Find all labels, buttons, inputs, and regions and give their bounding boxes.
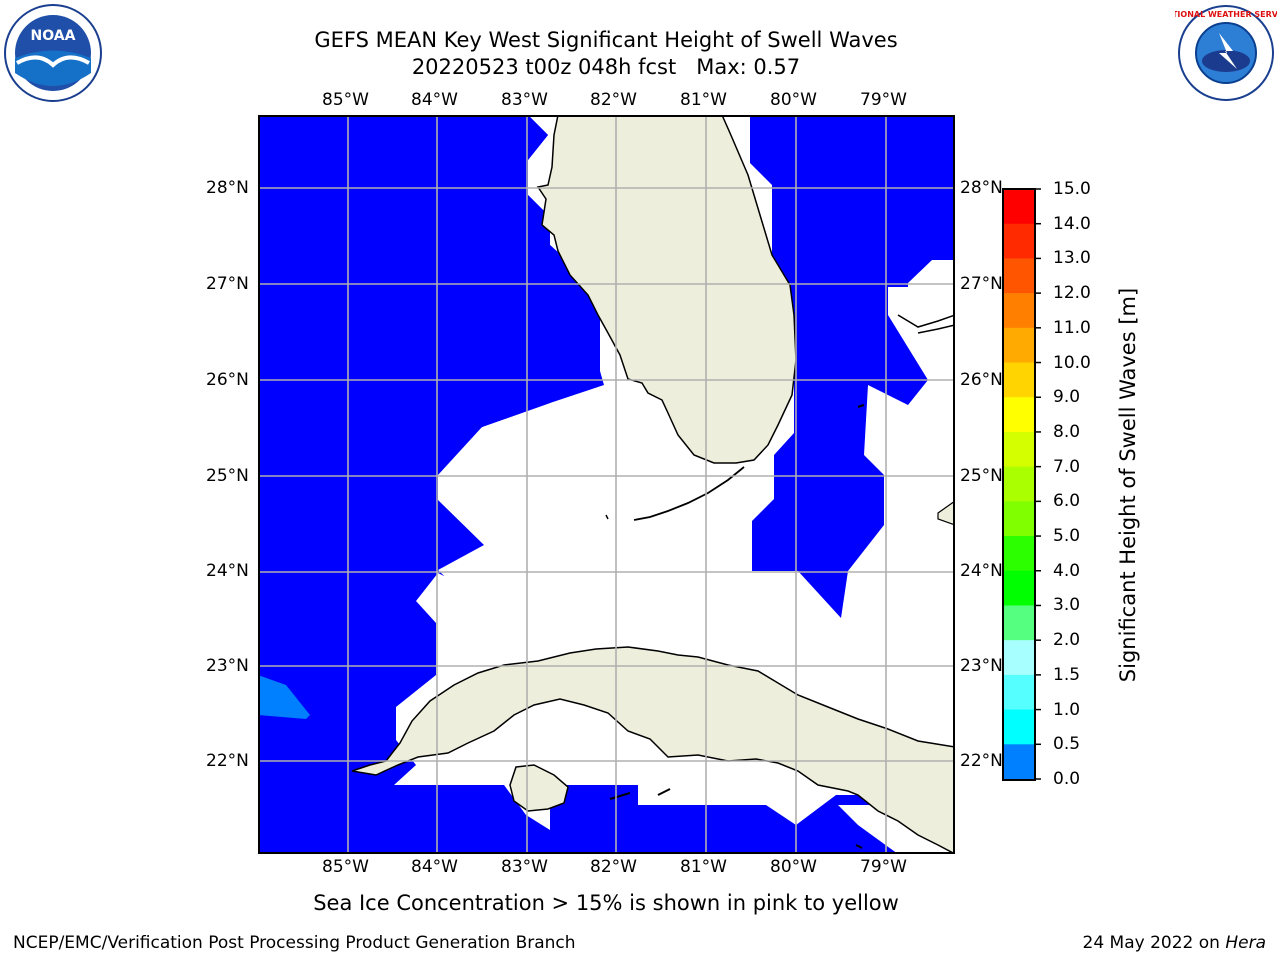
colorbar-segment (1003, 293, 1035, 329)
colorbar-tick-label: 0.5 (1053, 734, 1081, 755)
colorbar-tick-label: 14.0 (1053, 213, 1091, 234)
colorbar-segment (1003, 327, 1035, 364)
colorbar-segment (1003, 640, 1035, 676)
florida-landmass (536, 115, 797, 464)
lat-label: 22°N (206, 751, 249, 771)
colorbar-tick-label: 1.5 (1053, 664, 1081, 685)
colorbar (1002, 188, 1041, 781)
colorbar-tick-label: 12.0 (1053, 283, 1091, 304)
colorbar-tick-label: 3.0 (1053, 595, 1081, 616)
colorbar-segment (1003, 536, 1035, 572)
lat-label: 26°N (960, 370, 1003, 390)
lat-label: 24°N (960, 561, 1003, 581)
colorbar-tick-label: 9.0 (1053, 387, 1081, 408)
svg-text:NATIONAL WEATHER SERVICE: NATIONAL WEATHER SERVICE (1175, 10, 1277, 19)
lat-label: 28°N (206, 178, 249, 198)
colorbar-tick-label: 10.0 (1053, 352, 1091, 373)
colorbar-segment (1003, 431, 1035, 468)
sea-ice-note: Sea Ice Concentration > 15% is shown in … (313, 891, 899, 915)
lon-label: 79°W (860, 90, 907, 110)
swell-patch (258, 675, 310, 719)
colorbar-tick-label: 11.0 (1053, 317, 1091, 338)
colorbar-tick-label: 8.0 (1053, 421, 1081, 442)
lon-label: 81°W (680, 90, 727, 110)
colorbar-tick-label: 13.0 (1053, 248, 1091, 269)
lon-label: 82°W (590, 857, 637, 877)
colorbar-segment (1003, 258, 1035, 294)
lat-label: 22°N (960, 751, 1003, 771)
swell-height-map (258, 115, 955, 854)
colorbar-segment (1003, 605, 1035, 641)
colorbar-tick-label: 5.0 (1053, 526, 1081, 547)
credits-text: NCEP/EMC/Verification Post Processing Pr… (13, 933, 576, 953)
map-frame (258, 115, 955, 854)
lon-label: 83°W (501, 90, 548, 110)
noaa-logo: NOAA (4, 4, 102, 102)
lat-label: 26°N (206, 370, 249, 390)
colorbar-segment (1003, 397, 1035, 433)
colorbar-tick-label: 6.0 (1053, 491, 1081, 512)
colorbar-tick-label: 7.0 (1053, 456, 1081, 477)
lat-label: 23°N (206, 656, 249, 676)
nws-logo: NATIONAL WEATHER SERVICE (1175, 5, 1277, 101)
lon-label: 79°W (860, 857, 907, 877)
colorbar-tick-label: 4.0 (1053, 560, 1081, 581)
colorbar-segment (1003, 362, 1035, 398)
lon-label: 80°W (770, 90, 817, 110)
lon-label: 84°W (411, 857, 458, 877)
colorbar-tick-label: 0.0 (1053, 769, 1081, 789)
lon-label: 82°W (590, 90, 637, 110)
florida-keys (633, 466, 745, 521)
lon-label: 85°W (322, 857, 369, 877)
colorbar-segment (1003, 223, 1035, 259)
map-subtitle: 20220523 t00z 048h fcst Max: 0.57 (411, 55, 801, 79)
colorbar-tick-label: 2.0 (1053, 630, 1081, 651)
colorbar-segment (1003, 744, 1035, 780)
colorbar-tick-label: 1.0 (1053, 699, 1081, 720)
ocean-swell-east (750, 115, 955, 618)
lon-label: 81°W (680, 857, 727, 877)
lon-label: 84°W (411, 90, 458, 110)
lon-label: 83°W (501, 857, 548, 877)
isla-de-la-juventud (509, 764, 569, 812)
colorbar-tick-label: 15.0 (1053, 179, 1091, 199)
lon-label: 85°W (322, 90, 369, 110)
colorbar-segment (1003, 501, 1035, 537)
colorbar-title: Significant Height of Swell Waves [m] (1116, 287, 1140, 683)
colorbar-segment (1003, 674, 1035, 711)
map-gridlines (258, 115, 955, 854)
svg-text:NOAA: NOAA (31, 28, 76, 44)
lat-label: 25°N (960, 466, 1003, 486)
date-stamp: 24 May 2022 on Hera (1082, 933, 1267, 953)
lat-label: 23°N (960, 656, 1003, 676)
lat-label: 28°N (960, 178, 1003, 198)
map-title: GEFS MEAN Key West Significant Height of… (314, 28, 898, 52)
lat-label: 24°N (206, 561, 249, 581)
colorbar-segment (1003, 466, 1035, 502)
lat-label: 25°N (206, 466, 249, 486)
lat-label: 27°N (960, 274, 1003, 294)
colorbar-segment (1003, 709, 1035, 745)
colorbar-segment (1003, 570, 1035, 606)
host-name: Hera (1225, 933, 1266, 953)
colorbar-segment (1003, 189, 1035, 225)
lon-label: 80°W (770, 857, 817, 877)
lat-label: 27°N (206, 274, 249, 294)
